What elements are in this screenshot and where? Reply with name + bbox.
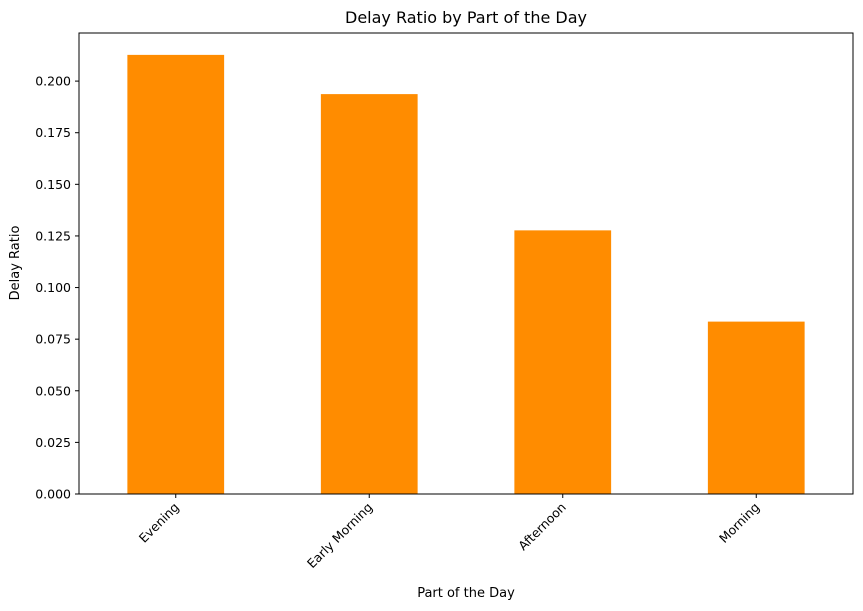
- y-tick-label: 0.075: [35, 332, 71, 347]
- plot-frame: [78, 32, 854, 495]
- bar-evening: [127, 54, 225, 494]
- chart-title: Delay Ratio by Part of the Day: [345, 8, 587, 27]
- y-tick-label: 0.100: [35, 280, 71, 295]
- x-axis-label: Part of the Day: [417, 586, 515, 601]
- y-tick-label: 0.000: [35, 487, 71, 502]
- y-tick-label: 0.050: [35, 383, 71, 398]
- y-axis-label: Delay Ratio: [8, 226, 23, 301]
- bar-early-morning: [320, 94, 418, 494]
- bar-morning: [707, 321, 805, 494]
- y-tick-label: 0.125: [35, 228, 71, 243]
- y-tick-label: 0.175: [35, 125, 71, 140]
- bar-afternoon: [514, 230, 612, 494]
- y-tick-label: 0.200: [35, 74, 71, 89]
- y-axis-ticks: 0.000 0.025 0.050 0.075 0.100 0.125 0.150 0.175…: [35, 74, 79, 502]
- y-tick-label: 0.025: [35, 435, 71, 450]
- bar-group: [127, 54, 805, 494]
- y-tick-label: 0.150: [35, 177, 71, 192]
